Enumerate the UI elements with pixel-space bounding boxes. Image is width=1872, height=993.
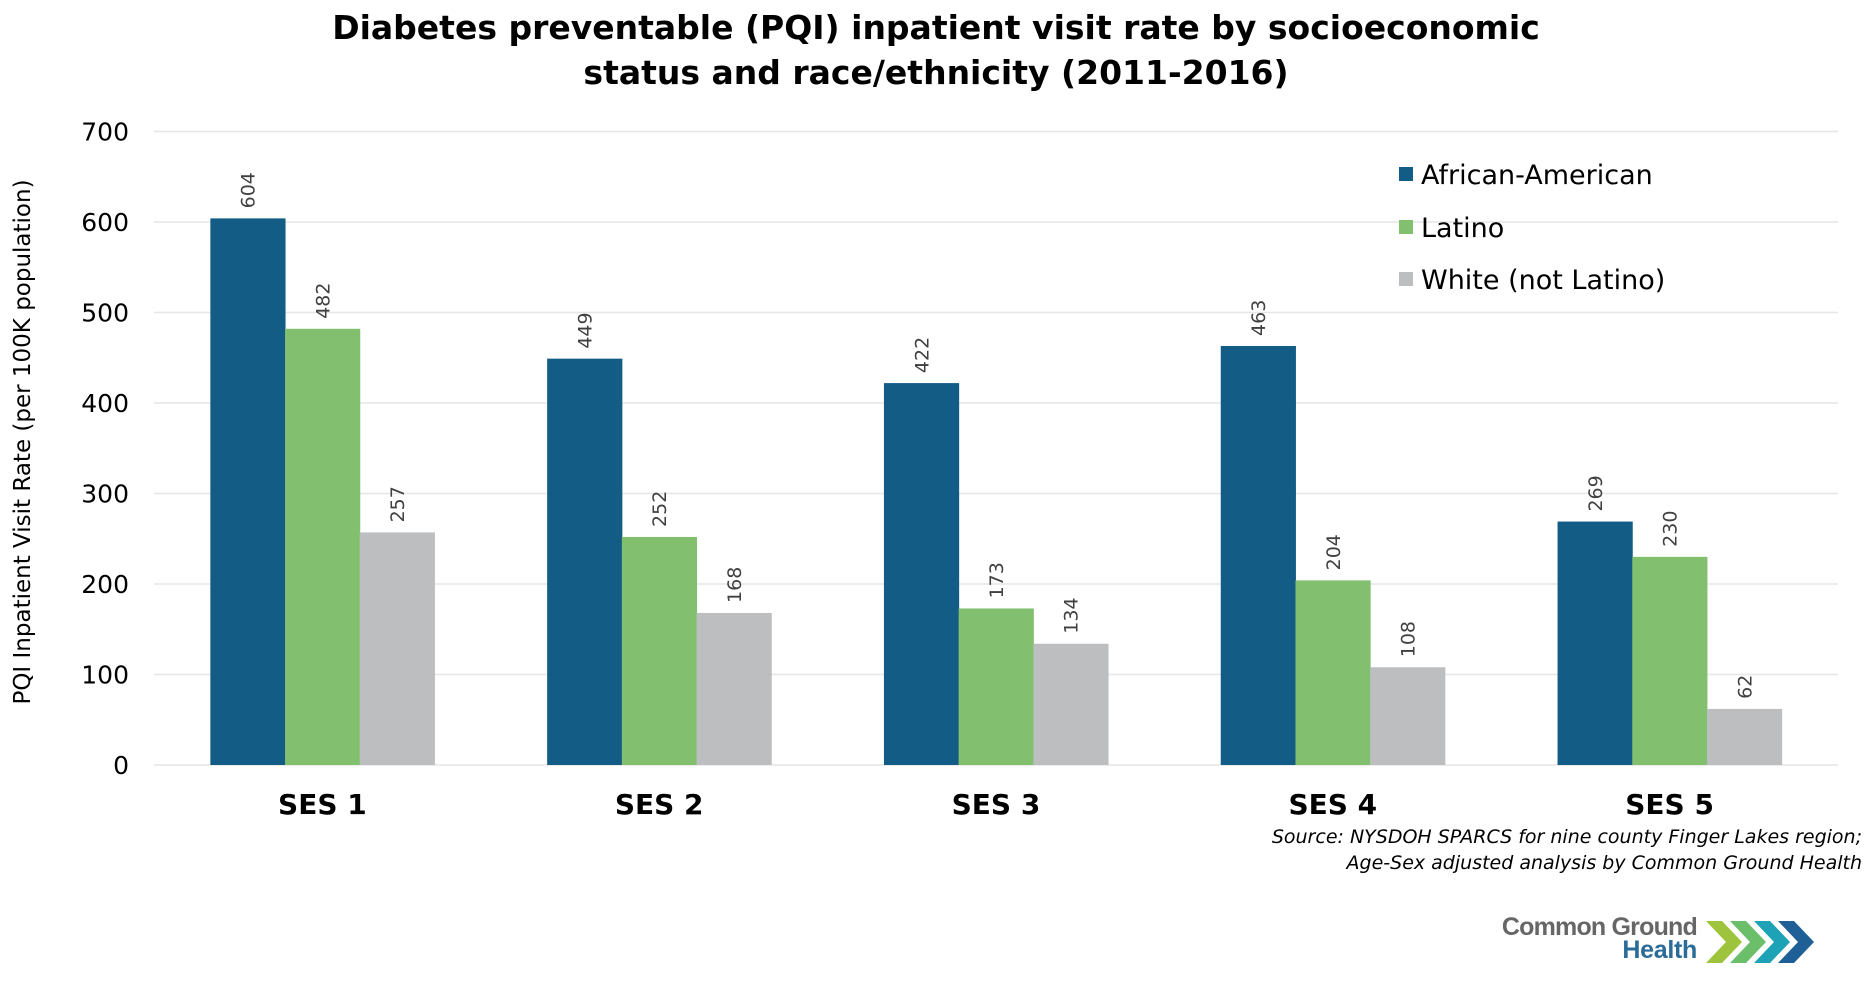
y-tick-label: 100 [81, 661, 129, 690]
y-axis-label: PQI Inpatient Visit Rate (per 100K popul… [10, 179, 36, 704]
legend-label: Latino [1421, 213, 1504, 244]
chart-title-line-1: Diabetes preventable (PQI) inpatient vis… [332, 8, 1540, 47]
data-label: 173 [986, 562, 1008, 598]
y-tick-label: 0 [113, 751, 129, 780]
data-label: 269 [1585, 475, 1607, 511]
legend-swatch [1399, 272, 1413, 286]
source-note-line-1: Source: NYSDOH SPARCS for nine county Fi… [1271, 826, 1862, 848]
data-label: 422 [911, 337, 933, 373]
bars [210, 218, 1783, 765]
bar-white-not-latino-ses-4 [1370, 667, 1446, 765]
bar-chart: 0 100 200 300 400 500 600 700 PQI Inpatient Vis… [10, 118, 1838, 821]
bar-african-american-ses-2 [547, 358, 623, 765]
x-tick-label: SES 2 [615, 788, 704, 821]
legend-swatch [1399, 220, 1413, 234]
y-tick-label: 200 [81, 570, 129, 599]
bar-latino-ses-4 [1295, 580, 1371, 765]
bar-white-not-latino-ses-2 [696, 612, 772, 765]
legend-swatch [1399, 167, 1413, 181]
logo-chevron-2 [1730, 921, 1766, 963]
data-label: 62 [1734, 675, 1756, 699]
data-label: 108 [1398, 621, 1420, 657]
logo-text-common-ground: Common Ground [1501, 913, 1698, 941]
bar-african-american-ses-3 [883, 383, 960, 765]
legend: African-American Latino White (not Latino) [1399, 160, 1665, 296]
data-label: 257 [387, 486, 409, 522]
bar-african-american-ses-5 [1557, 521, 1633, 765]
logo-chevron-4 [1778, 921, 1814, 963]
y-tick-label: 700 [81, 118, 129, 147]
bar-white-not-latino-ses-3 [1033, 643, 1109, 765]
legend-item: White (not Latino) [1399, 265, 1665, 296]
x-tick-label: SES 4 [1288, 788, 1377, 821]
legend-item: Latino [1399, 213, 1504, 244]
bar-latino-ses-2 [621, 536, 698, 765]
logo-chevrons-icon [1706, 921, 1814, 963]
data-label: 230 [1660, 511, 1682, 547]
data-label: 604 [238, 172, 260, 208]
y-tick-label: 500 [81, 299, 129, 328]
chart-title-line-2: status and race/ethnicity (2011-2016) [583, 53, 1289, 92]
data-label: 168 [724, 567, 746, 603]
x-tick-label: SES 1 [278, 788, 367, 821]
data-label: 449 [575, 312, 597, 348]
bar-latino-ses-3 [958, 608, 1034, 765]
x-tick-label: SES 3 [952, 788, 1041, 821]
logo-chevron-1 [1706, 921, 1742, 963]
data-label: 252 [649, 491, 671, 527]
x-tick-label: SES 5 [1625, 788, 1714, 821]
x-tick-labels: SES 1 SES 2 SES 3 SES 4 SES 5 [278, 788, 1714, 821]
gridlines [154, 130, 1838, 766]
y-tick-label: 300 [81, 480, 129, 509]
logo-chevron-3 [1754, 921, 1790, 963]
y-tick-label: 400 [81, 389, 129, 418]
bar-african-american-ses-1 [210, 218, 286, 765]
legend-label: White (not Latino) [1421, 265, 1665, 296]
y-tick-label: 600 [81, 208, 129, 237]
data-label: 134 [1061, 597, 1083, 633]
legend-item: African-American [1399, 160, 1653, 191]
data-labels: 604 482 257 449 252 168 422 173 134 463 204 108 269 2… [238, 172, 1757, 699]
bar-white-not-latino-ses-1 [359, 532, 435, 765]
bar-african-american-ses-4 [1220, 345, 1296, 765]
legend-label: African-American [1421, 160, 1653, 191]
bar-latino-ses-5 [1632, 556, 1708, 765]
bar-latino-ses-1 [285, 328, 361, 765]
y-tick-labels: 0 100 200 300 400 500 600 700 [81, 118, 129, 781]
data-label: 482 [312, 283, 334, 319]
data-label: 463 [1248, 300, 1270, 336]
source-note-line-2: Age-Sex adjusted analysis by Common Grou… [1346, 852, 1862, 874]
logo-text-health: Health [1622, 936, 1697, 964]
bar-white-not-latino-ses-5 [1706, 708, 1783, 765]
data-label: 204 [1323, 534, 1345, 570]
